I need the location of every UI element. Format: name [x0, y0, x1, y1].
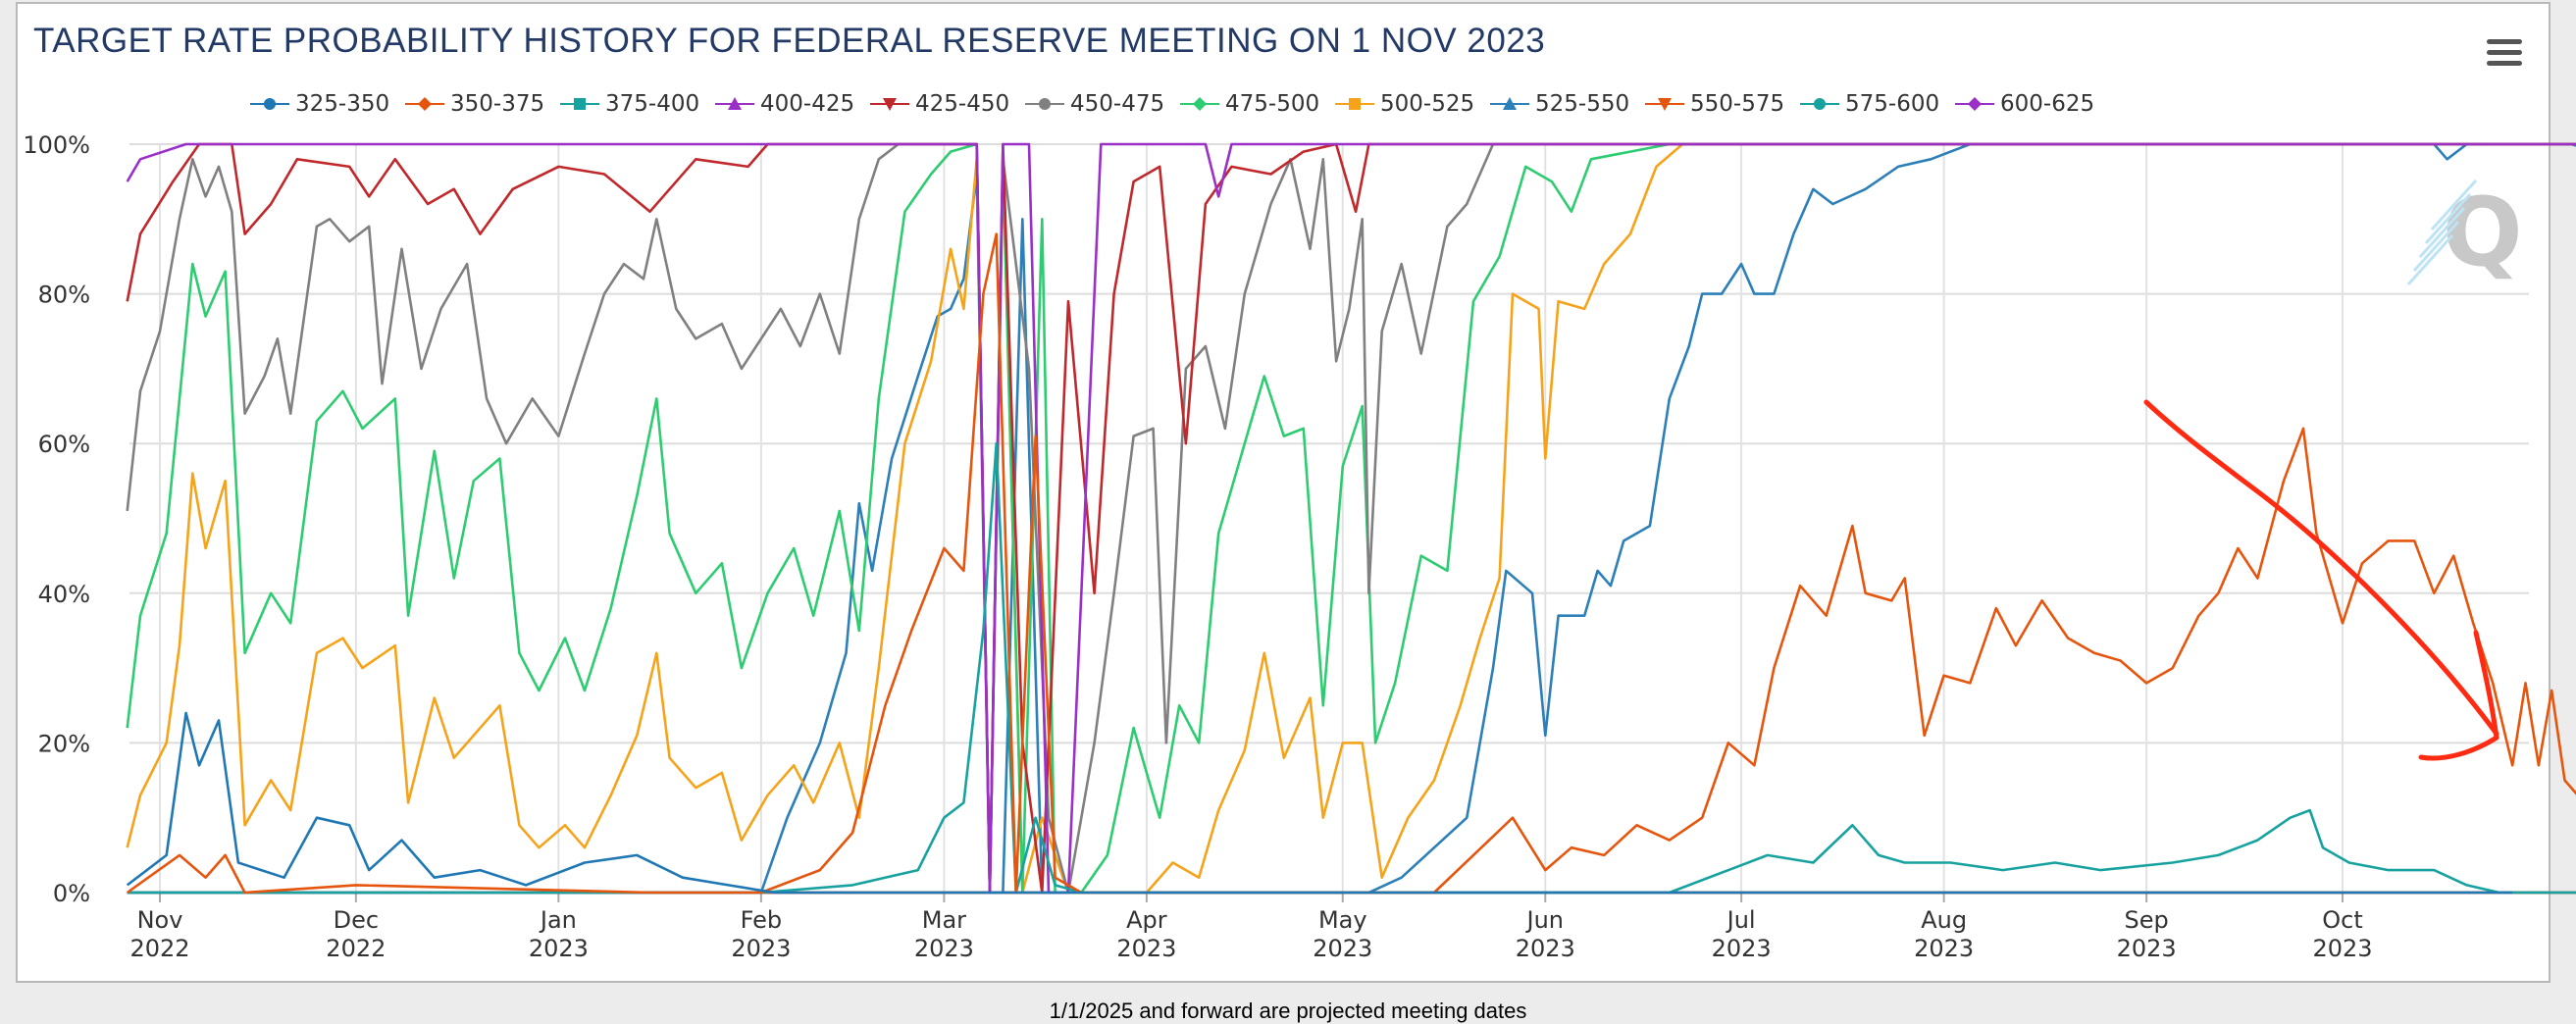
x-tick-label: 2023: [529, 935, 589, 962]
legend-item-350-375[interactable]: 350-375: [405, 86, 544, 122]
x-tick-label: 2023: [2312, 935, 2372, 962]
y-tick-label: 40%: [38, 581, 90, 608]
x-tick-label: Sep: [2125, 906, 2169, 934]
legend-label: 500-525: [1380, 91, 1475, 117]
arrow-head-lower: [2418, 735, 2499, 761]
legend: 325-350 350-375 375-400 400-425 425-450 450-4…: [0, 86, 2576, 122]
x-tick-label: 2023: [1116, 935, 1176, 962]
series-line-375-400: [127, 441, 2576, 895]
series-line-525-550: [127, 142, 2576, 895]
x-tick-label: 2023: [914, 935, 974, 962]
legend-label: 325-350: [295, 91, 390, 117]
legend-item-550-575[interactable]: 550-575: [1645, 86, 1784, 122]
hamburger-menu-icon[interactable]: [2487, 39, 2522, 71]
x-tick-label: 2022: [326, 935, 386, 962]
legend-item-325-350[interactable]: 325-350: [250, 86, 389, 122]
x-tick-label: Jan: [539, 906, 577, 934]
x-tick-label: Jun: [1525, 906, 1565, 934]
y-tick-label: 100%: [23, 131, 90, 159]
x-tick-label: Nov: [137, 906, 183, 934]
x-tick-label: 2023: [1712, 935, 1772, 962]
arrow-head-upper: [2473, 630, 2499, 741]
legend-item-450-475[interactable]: 450-475: [1025, 86, 1164, 122]
series-line-450-475: [126, 142, 2576, 895]
red-arrow-annotation: [2143, 399, 2499, 761]
chart-title: TARGET RATE PROBABILITY HISTORY FOR FEDE…: [33, 22, 1546, 60]
y-tick-label: 20%: [38, 730, 90, 757]
legend-item-400-425[interactable]: 400-425: [715, 86, 854, 122]
legend-item-475-500[interactable]: 475-500: [1180, 86, 1319, 122]
x-tick-label: May: [1318, 906, 1367, 934]
series-layer: [126, 142, 2576, 895]
legend-label: 475-500: [1225, 91, 1320, 117]
series-line-350-375: [126, 232, 2576, 895]
legend-item-425-450[interactable]: 425-450: [870, 86, 1009, 122]
series-line-400-425: [126, 142, 2576, 895]
series-line-475-500: [126, 142, 2576, 895]
legend-label: 425-450: [915, 91, 1010, 117]
y-tick-label: 0%: [53, 880, 90, 907]
legend-item-525-550[interactable]: 525-550: [1490, 86, 1629, 122]
legend-label: 400-425: [760, 91, 855, 117]
legend-label: 575-600: [1845, 91, 1940, 117]
x-tick-label: Apr: [1126, 906, 1167, 934]
x-tick-label: 2023: [731, 935, 791, 962]
x-tick-label: Dec: [334, 906, 379, 934]
x-tick-label: Aug: [1921, 906, 1967, 934]
legend-label: 350-375: [450, 91, 545, 117]
legend-item-600-625[interactable]: 600-625: [1955, 86, 2094, 122]
legend-label: 450-475: [1070, 91, 1165, 117]
x-tick-label: 2023: [1914, 935, 1974, 962]
series-line-425-450: [126, 142, 2576, 895]
series-line-500-525: [126, 142, 2576, 895]
logo-stripe: [2430, 179, 2478, 231]
legend-item-575-600[interactable]: 575-600: [1800, 86, 1939, 122]
logo-stripe: [2418, 206, 2466, 259]
footnote: 1/1/2025 and forward are projected meeti…: [1049, 998, 1527, 1023]
legend-item-500-525[interactable]: 500-525: [1335, 86, 1474, 122]
logo-stripe: [2412, 220, 2460, 273]
x-tick-label: Feb: [741, 906, 783, 934]
x-tick-label: Mar: [922, 906, 966, 934]
x-tick-label: 2023: [1313, 935, 1372, 962]
x-tick-label: 2022: [129, 935, 189, 962]
logo-letter: Q: [2443, 178, 2523, 287]
y-tick-label: 60%: [38, 431, 90, 458]
arrow-shaft: [2143, 399, 2499, 737]
legend-label: 525-550: [1535, 91, 1630, 117]
x-tick-label: 2023: [2117, 935, 2177, 962]
legend-label: 375-400: [605, 91, 700, 117]
legend-label: 550-575: [1690, 91, 1785, 117]
series-line-325-350: [126, 711, 2513, 895]
x-tick-label: 2023: [1516, 935, 1575, 962]
legend-item-375-400[interactable]: 375-400: [560, 86, 699, 122]
axis-layer: 0%20%40%60%80%100%Nov2022Dec2022Jan2023F…: [23, 131, 2372, 962]
x-tick-label: Jul: [1726, 906, 1756, 934]
logo-stripe: [2424, 192, 2472, 245]
y-tick-label: 80%: [38, 282, 90, 309]
logo-stripe: [2406, 233, 2454, 286]
watermark-logo: Q: [2406, 178, 2523, 287]
legend-label: 600-625: [2000, 91, 2095, 117]
x-tick-label: Oct: [2322, 906, 2363, 934]
